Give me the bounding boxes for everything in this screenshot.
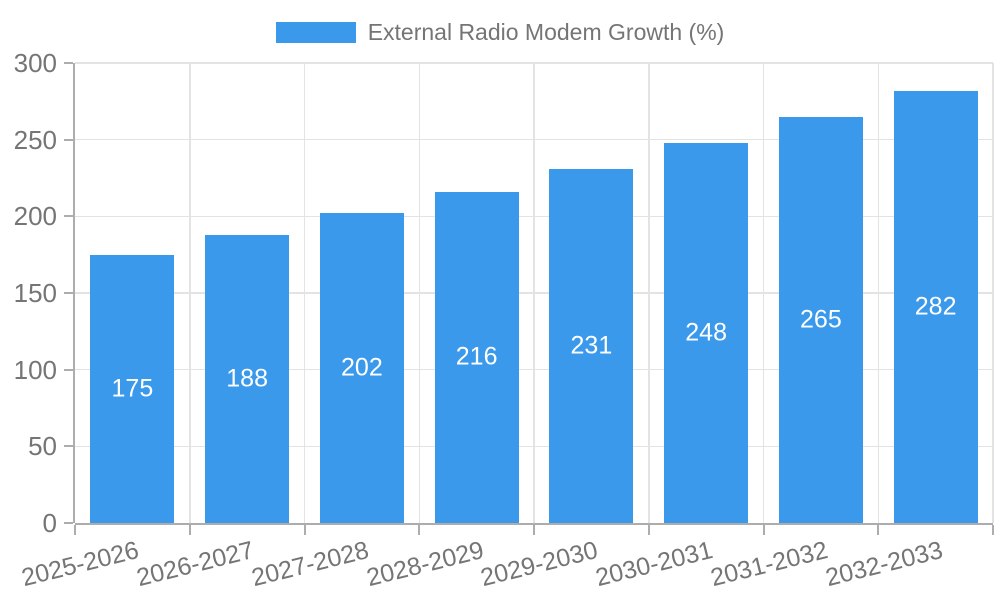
y-tick-label: 100 bbox=[13, 354, 57, 385]
bar[interactable] bbox=[664, 142, 749, 523]
gridline bbox=[877, 63, 879, 523]
y-tick-label: 0 bbox=[42, 508, 57, 538]
x-axis-tick bbox=[533, 525, 535, 535]
legend-swatch-icon bbox=[275, 22, 356, 43]
gridline bbox=[992, 63, 994, 523]
bar[interactable] bbox=[319, 213, 404, 523]
y-tick-label: 200 bbox=[13, 201, 57, 232]
bar-value-label: 265 bbox=[800, 305, 842, 334]
bar[interactable] bbox=[90, 254, 175, 523]
y-axis-tick bbox=[64, 368, 73, 371]
x-axis-tick bbox=[303, 525, 306, 535]
y-axis-tick bbox=[64, 522, 73, 524]
bar-value-label: 231 bbox=[570, 331, 613, 360]
bar-value-label: 216 bbox=[455, 342, 498, 371]
bar-value-label: 248 bbox=[685, 318, 727, 347]
x-axis-tick bbox=[418, 525, 421, 535]
bar-value-label: 282 bbox=[914, 292, 957, 321]
gridline bbox=[303, 63, 306, 523]
y-tick-label: 150 bbox=[13, 278, 57, 308]
gridline bbox=[189, 63, 191, 523]
y-tick-label: 250 bbox=[13, 124, 57, 155]
bar[interactable] bbox=[549, 168, 634, 523]
x-axis-line bbox=[75, 523, 993, 525]
gridline bbox=[418, 63, 420, 523]
gridline bbox=[648, 63, 650, 523]
y-axis-tick bbox=[64, 215, 73, 218]
bar-value-label: 202 bbox=[341, 353, 383, 382]
bar-value-label: 188 bbox=[226, 364, 268, 393]
x-axis-tick bbox=[762, 525, 765, 535]
bar[interactable] bbox=[893, 90, 978, 523]
bar[interactable] bbox=[205, 234, 290, 523]
y-axis-tick bbox=[64, 62, 73, 64]
y-axis-tick bbox=[64, 292, 73, 294]
x-axis-tick bbox=[992, 525, 994, 535]
chart-legend[interactable]: External Radio Modem Growth (%) bbox=[0, 21, 1000, 44]
y-axis-tick bbox=[64, 138, 73, 141]
gridline bbox=[762, 63, 765, 523]
y-axis-tick bbox=[64, 445, 73, 448]
y-tick-label: 300 bbox=[13, 48, 57, 78]
gridline bbox=[533, 63, 535, 523]
x-axis-tick bbox=[647, 525, 650, 535]
bar[interactable] bbox=[434, 191, 519, 523]
x-axis-tick bbox=[877, 525, 880, 535]
x-axis-tick bbox=[188, 525, 191, 535]
bar[interactable] bbox=[778, 116, 863, 523]
bar-value-label: 175 bbox=[111, 374, 154, 403]
y-axis-line bbox=[73, 63, 75, 523]
y-tick-label: 50 bbox=[28, 431, 57, 462]
x-axis-tick bbox=[74, 525, 76, 535]
legend-label: External Radio Modem Growth (%) bbox=[367, 19, 725, 45]
